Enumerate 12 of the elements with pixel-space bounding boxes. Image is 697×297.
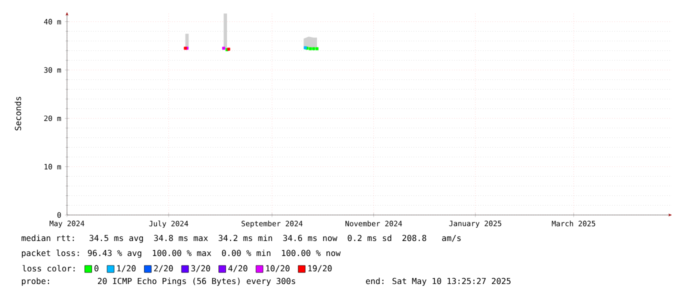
legend-label: 10/20 xyxy=(266,265,290,272)
text: probe: 20 ICMP Echo Pings (56 Bytes) every 300s end: Sat May 10 13:25:27 2025 xyxy=(22,278,511,286)
legend-label: 19/20 xyxy=(308,265,332,272)
legend-label: 1/20 xyxy=(117,265,136,272)
legend-label: 3/20 xyxy=(191,265,210,272)
legend-label: 4/20 xyxy=(228,265,248,272)
legend-label: 0 xyxy=(94,265,98,272)
y-axis-title: Seconds xyxy=(14,96,22,130)
legend-title: loss color: xyxy=(22,265,75,272)
text: packet loss: 96.43 % avg 100.00 % max 0.00 % min 100.00 % now xyxy=(22,250,341,258)
text: median rtt: 34.5 ms avg 34.8 ms max 34.2 ms min 34.6 ms now 0.2 ms sd 208.8 am/s xyxy=(22,234,461,243)
legend-label: 2/20 xyxy=(154,265,173,272)
